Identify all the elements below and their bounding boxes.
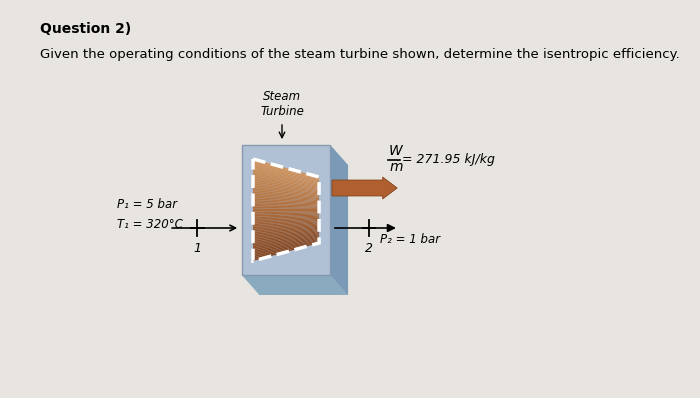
- Polygon shape: [253, 215, 319, 220]
- Polygon shape: [253, 228, 319, 239]
- Polygon shape: [253, 191, 319, 199]
- Polygon shape: [253, 200, 319, 205]
- Polygon shape: [253, 215, 319, 219]
- Polygon shape: [253, 166, 319, 183]
- Text: Given the operating conditions of the steam turbine shown, determine the isentro: Given the operating conditions of the st…: [41, 48, 680, 61]
- Text: Steam
Turbine: Steam Turbine: [260, 90, 304, 118]
- Polygon shape: [253, 210, 319, 212]
- Polygon shape: [253, 218, 319, 224]
- Polygon shape: [253, 189, 319, 198]
- Polygon shape: [253, 212, 319, 215]
- Polygon shape: [253, 198, 319, 203]
- Text: 2: 2: [365, 242, 373, 255]
- Polygon shape: [253, 230, 319, 242]
- Polygon shape: [253, 161, 319, 179]
- Polygon shape: [253, 217, 319, 222]
- Polygon shape: [253, 159, 319, 178]
- Polygon shape: [253, 185, 319, 195]
- FancyArrow shape: [332, 177, 397, 199]
- Polygon shape: [253, 234, 319, 249]
- Polygon shape: [253, 238, 319, 254]
- Polygon shape: [253, 224, 319, 234]
- Text: 1: 1: [193, 242, 202, 255]
- Polygon shape: [330, 145, 348, 295]
- Polygon shape: [241, 145, 330, 275]
- Polygon shape: [253, 174, 319, 188]
- Polygon shape: [253, 208, 319, 210]
- Polygon shape: [253, 178, 319, 190]
- Polygon shape: [253, 164, 319, 181]
- Polygon shape: [253, 196, 319, 202]
- Polygon shape: [241, 275, 348, 295]
- Polygon shape: [253, 162, 319, 180]
- Polygon shape: [253, 186, 319, 196]
- Polygon shape: [253, 226, 319, 237]
- Polygon shape: [253, 181, 319, 192]
- Polygon shape: [253, 231, 319, 244]
- Polygon shape: [253, 221, 319, 229]
- Polygon shape: [253, 168, 319, 183]
- Text: P₁ = 5 bar: P₁ = 5 bar: [117, 198, 177, 211]
- Polygon shape: [253, 183, 319, 193]
- Polygon shape: [253, 233, 319, 248]
- Polygon shape: [253, 179, 319, 191]
- Polygon shape: [253, 171, 319, 186]
- Polygon shape: [253, 220, 319, 227]
- Polygon shape: [253, 173, 319, 187]
- Polygon shape: [253, 193, 319, 200]
- Polygon shape: [253, 223, 319, 232]
- Polygon shape: [253, 229, 319, 241]
- Polygon shape: [253, 236, 319, 252]
- Polygon shape: [253, 232, 319, 246]
- Text: W: W: [389, 144, 403, 158]
- Polygon shape: [253, 188, 319, 197]
- Polygon shape: [253, 176, 319, 189]
- Text: Question 2): Question 2): [41, 22, 132, 36]
- Polygon shape: [253, 203, 319, 207]
- Polygon shape: [253, 219, 319, 225]
- Polygon shape: [253, 222, 319, 230]
- Polygon shape: [253, 240, 319, 258]
- Text: P₂ = 1 bar: P₂ = 1 bar: [380, 233, 440, 246]
- Polygon shape: [253, 201, 319, 206]
- Polygon shape: [253, 238, 319, 256]
- Text: = 271.95 kJ/kg: = 271.95 kJ/kg: [402, 154, 495, 166]
- Polygon shape: [253, 235, 319, 251]
- Text: T₁ = 320°C: T₁ = 320°C: [117, 218, 183, 231]
- Polygon shape: [253, 242, 319, 261]
- Polygon shape: [253, 211, 319, 213]
- Polygon shape: [253, 207, 319, 209]
- Polygon shape: [253, 213, 319, 217]
- Polygon shape: [253, 225, 319, 236]
- Polygon shape: [253, 195, 319, 201]
- Polygon shape: [253, 205, 319, 208]
- Polygon shape: [260, 165, 348, 295]
- Text: ṁ: ṁ: [389, 160, 402, 174]
- Polygon shape: [253, 241, 319, 259]
- Polygon shape: [253, 169, 319, 185]
